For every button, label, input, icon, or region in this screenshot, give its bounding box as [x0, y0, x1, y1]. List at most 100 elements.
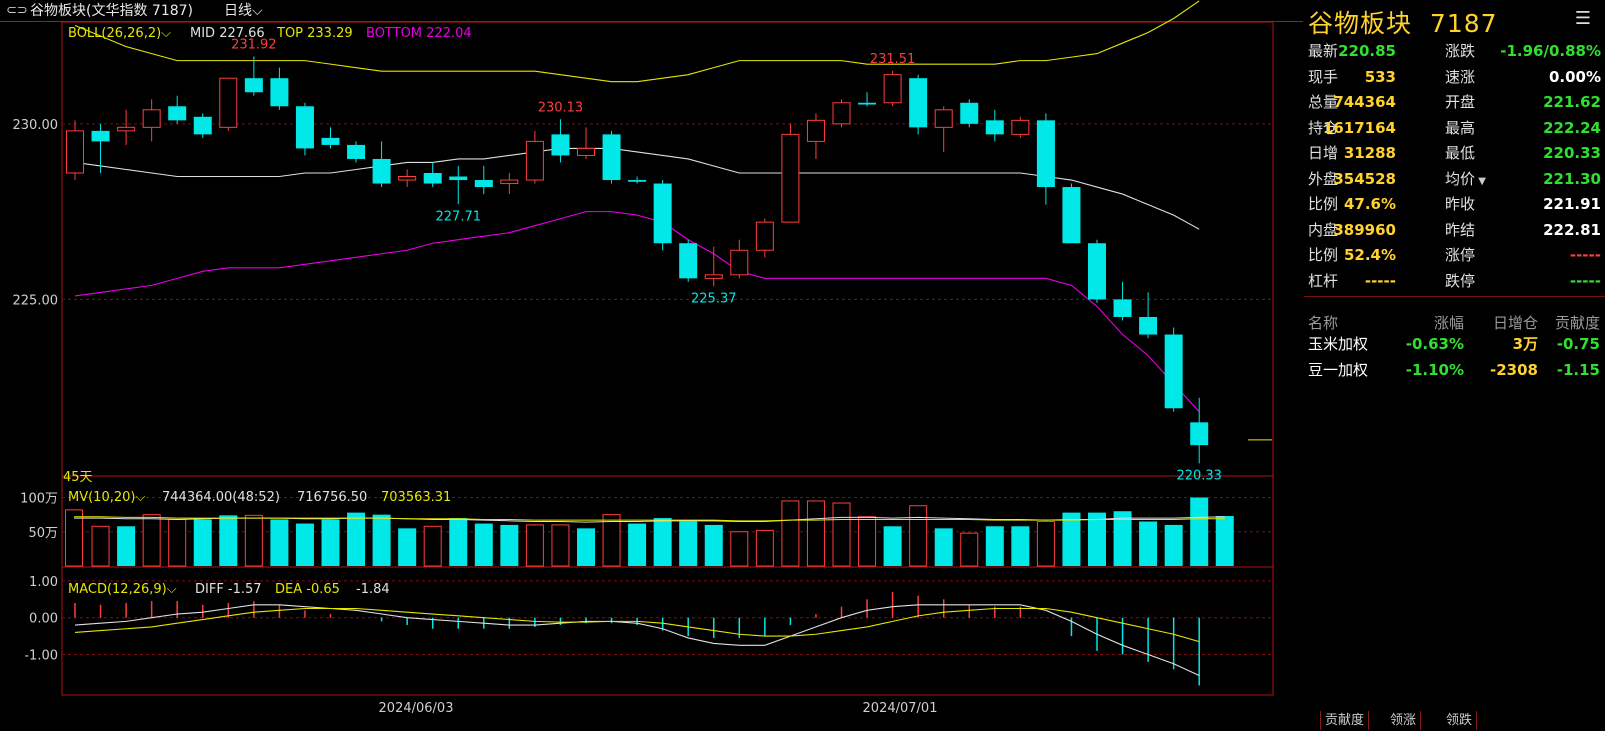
quote-field: 比例 47.6%	[1304, 191, 1396, 217]
macd-diff-value: DIFF -1.57	[195, 582, 262, 597]
date-tick-label: 2024/06/03	[379, 701, 454, 716]
mv-value-3: 703563.31	[381, 490, 451, 505]
boll-mid-value: MID 227.66	[190, 26, 265, 41]
quote-value: 1617164	[1322, 118, 1396, 137]
quote-label: 最低	[1445, 144, 1476, 162]
candle-body	[423, 173, 442, 184]
contribution-row-name[interactable]: 玉米加权	[1308, 335, 1369, 353]
volume-bar	[117, 526, 136, 566]
quote-panel: 谷物板块 7187 ☰ 最新 220.85 涨跌 -1.96/0.88% 现手 533 速涨…	[1304, 0, 1605, 731]
candle-body	[398, 176, 417, 181]
quote-field: 现手 533	[1304, 64, 1396, 90]
volume-bar	[1113, 511, 1132, 566]
tab-contribution[interactable]: 贡献度	[1320, 711, 1370, 730]
candle-body	[1011, 119, 1030, 135]
volume-bar	[1139, 521, 1158, 566]
candle-body	[883, 74, 902, 104]
volume-bar	[704, 524, 723, 566]
macd-tick-label: 1.00	[29, 575, 58, 590]
quote-label: 昨结	[1445, 220, 1476, 239]
volume-bar	[193, 519, 212, 566]
quote-label: 开盘	[1445, 93, 1476, 111]
price-annotation: 220.33	[1176, 468, 1222, 483]
volume-bar	[270, 519, 289, 566]
price-tick-label: 230.00	[13, 118, 59, 133]
contribution-cell: -0.63%	[1405, 335, 1464, 353]
quote-field: 速涨 0.00%	[1441, 64, 1601, 90]
bottom-tabs: 贡献度 领涨 领跌	[1304, 711, 1605, 731]
quote-label: 外盘	[1308, 169, 1339, 188]
quote-field: 跌停 -----	[1441, 268, 1601, 294]
quote-value: 354528	[1333, 169, 1396, 188]
macd-value: -1.84	[356, 582, 390, 597]
quote-value: 0.00%	[1548, 67, 1601, 86]
tab-leaders-down[interactable]: 领跌	[1442, 711, 1478, 730]
contribution-cell: 3万	[1512, 335, 1538, 353]
quote-label: 持仓	[1308, 118, 1339, 137]
macd-diff-line	[74, 604, 1200, 676]
candle-body	[832, 102, 851, 125]
triangle-down-icon[interactable]: ▼	[1475, 175, 1486, 187]
tab-leaders-up[interactable]: 领涨	[1386, 711, 1422, 730]
quote-value: 744364	[1333, 93, 1396, 111]
volume-bar	[168, 518, 187, 567]
volume-bar	[1088, 512, 1106, 566]
quote-label: 速涨	[1445, 67, 1476, 86]
candle-body	[270, 78, 289, 107]
volume-bar	[679, 521, 698, 566]
section-divider	[1304, 296, 1605, 297]
quote-label: 比例	[1308, 195, 1339, 213]
candle-body	[168, 106, 187, 121]
candle-body	[525, 140, 544, 181]
candlesticks	[66, 56, 1272, 464]
contribution-header: 贡献度	[1554, 314, 1600, 332]
volume-bar	[985, 526, 1004, 566]
candle-body	[679, 243, 698, 279]
candle-body	[1164, 334, 1183, 409]
kline-chart[interactable]: 231.92 227.71 230.13 225.37 231.51 220.33 230…	[0, 0, 1303, 731]
candle-body	[91, 130, 110, 142]
macd-legend[interactable]: MACD(12,26,9)⌵	[68, 582, 177, 597]
volume-bar	[1011, 526, 1030, 566]
candle-body	[372, 158, 391, 184]
quote-field: 均价 ▼ 221.30	[1441, 166, 1601, 192]
contribution-cell: -1.15	[1556, 361, 1600, 379]
boll-top-line	[74, 0, 1200, 83]
candle-body	[219, 77, 238, 128]
candle-body	[602, 134, 621, 181]
quote-label: 内盘	[1308, 220, 1339, 239]
period-selector[interactable]: 日线⌵	[224, 3, 263, 19]
price-annotation: 230.13	[538, 100, 584, 115]
volume-bar	[934, 528, 953, 566]
contribution-row-name[interactable]: 豆一加权	[1308, 361, 1369, 379]
menu-list-icon[interactable]: ☰	[1574, 8, 1591, 29]
quote-value: 31288	[1343, 144, 1396, 162]
mv-legend[interactable]: MV(10,20)⌵	[68, 490, 145, 505]
quote-value: 221.30	[1543, 169, 1601, 188]
candle-body	[781, 133, 800, 223]
candle-body	[66, 130, 84, 174]
quote-title: 谷物板块 7187	[1308, 9, 1498, 38]
volume-tick-label: 50万	[28, 526, 58, 541]
contribution-header: 日增仓	[1492, 314, 1538, 332]
quote-field: 最高 222.24	[1441, 115, 1601, 141]
volume-bar	[832, 502, 851, 567]
candle-body	[934, 109, 953, 128]
candle-body	[1088, 243, 1106, 300]
quote-field: 最新 220.85	[1304, 38, 1396, 64]
quote-value: 220.85	[1338, 42, 1396, 60]
candle-body	[909, 78, 928, 128]
link-icon[interactable]: ⊂⊃	[6, 3, 28, 18]
volume-bar	[219, 515, 238, 566]
quote-value: 52.4%	[1343, 246, 1396, 264]
quote-label: 均价 ▼	[1445, 169, 1486, 188]
boll-legend[interactable]: BOLL(26,26,2)⌵	[68, 26, 171, 41]
volume-bar	[347, 512, 366, 566]
candle-body	[704, 274, 723, 279]
candle-body	[1139, 316, 1158, 335]
quote-value: 222.81	[1543, 220, 1601, 239]
quote-label: 涨跌	[1445, 42, 1476, 60]
quote-label: 最新	[1308, 42, 1339, 60]
mv-ma20-line	[74, 516, 1225, 522]
volume-bar	[65, 509, 83, 567]
